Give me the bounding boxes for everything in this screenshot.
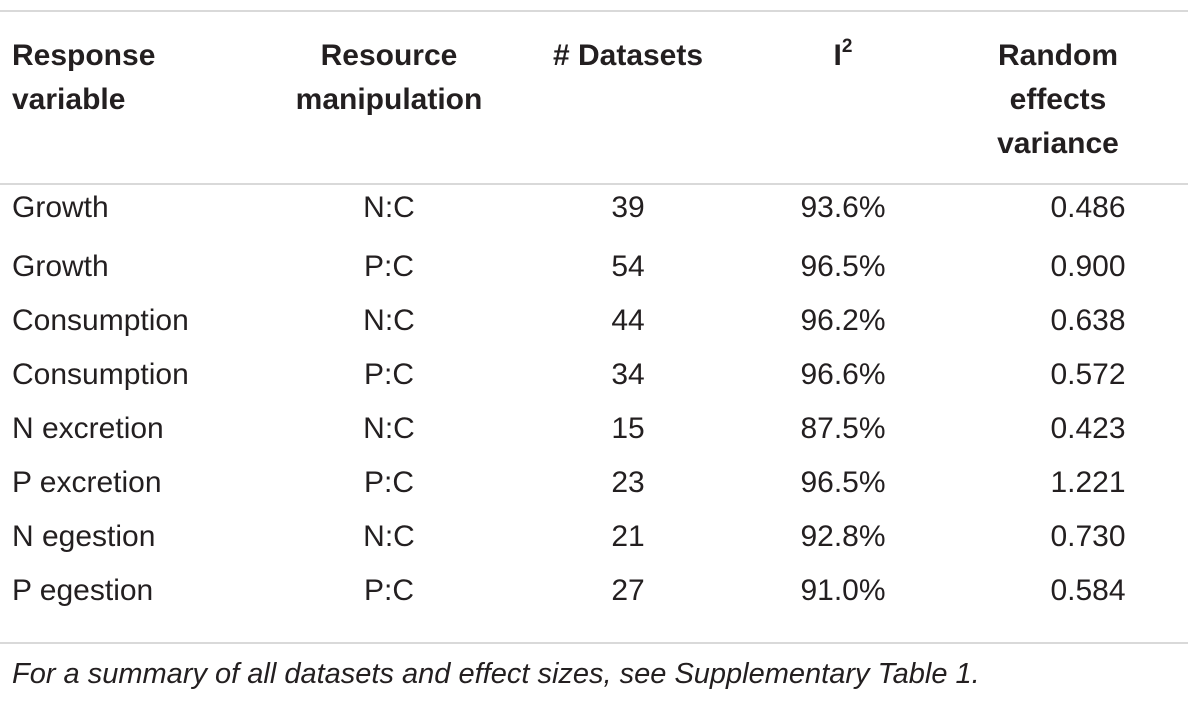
cell-datasets: 44 — [611, 304, 645, 337]
table-body: Growth N:C 39 93.6% 0.486 Growth P:C 54 96.5% 0.9… — [0, 166, 1188, 618]
cell-datasets: 27 — [611, 574, 645, 607]
bottom-rule — [0, 642, 1188, 644]
cell-random-effects-variance: 0.486 — [1050, 191, 1126, 224]
cell-resource-manipulation: N:C — [363, 191, 415, 224]
cell-resource-manipulation: P:C — [363, 466, 414, 499]
cell-i-squared: 96.2% — [800, 304, 886, 337]
results-table: Response variable Resource manipulation … — [0, 12, 1188, 618]
cell-resource-manipulation: N:C — [363, 304, 415, 337]
header-datasets: # Datasets — [552, 39, 704, 72]
cell-i-squared: 96.5% — [800, 466, 886, 499]
table-row: P egestion P:C 27 91.0% 0.584 — [0, 564, 1188, 618]
header-response-variable: Response variable — [12, 39, 156, 116]
table-row: N excretion N:C 15 87.5% 0.423 — [0, 402, 1188, 456]
cell-response-variable: Growth — [12, 191, 109, 224]
cell-random-effects-variance: 0.584 — [1050, 574, 1126, 607]
cell-i-squared: 87.5% — [800, 412, 886, 445]
cell-datasets: 15 — [611, 412, 645, 445]
table-row: P excretion P:C 23 96.5% 1.221 — [0, 456, 1188, 510]
cell-i-squared: 96.5% — [800, 250, 886, 283]
cell-response-variable: P excretion — [12, 466, 162, 499]
cell-response-variable: N egestion — [12, 520, 156, 553]
header-rule — [0, 183, 1188, 185]
cell-response-variable: N excretion — [12, 412, 164, 445]
table-row: N egestion N:C 21 92.8% 0.730 — [0, 510, 1188, 564]
cell-datasets: 21 — [611, 520, 645, 553]
cell-resource-manipulation: P:C — [363, 250, 414, 283]
header-row: Response variable Resource manipulation … — [0, 12, 1188, 166]
cell-datasets: 54 — [611, 250, 645, 283]
cell-resource-manipulation: P:C — [363, 574, 414, 607]
cell-i-squared: 92.8% — [800, 520, 886, 553]
cell-random-effects-variance: 0.423 — [1050, 412, 1126, 445]
cell-datasets: 23 — [611, 466, 645, 499]
table-row: Growth N:C 39 93.6% 0.486 — [0, 166, 1188, 240]
table-footnote: For a summary of all datasets and effect… — [12, 658, 980, 690]
cell-resource-manipulation: N:C — [363, 520, 415, 553]
cell-response-variable: Consumption — [12, 358, 189, 391]
cell-datasets: 39 — [611, 191, 645, 224]
header-i-squared: I2 — [833, 36, 853, 72]
cell-random-effects-variance: 0.572 — [1050, 358, 1126, 391]
cell-i-squared: 91.0% — [800, 574, 886, 607]
header-resource-manipulation: Resource manipulation — [295, 39, 483, 116]
cell-i-squared: 93.6% — [800, 191, 886, 224]
cell-response-variable: P egestion — [12, 574, 154, 607]
cell-resource-manipulation: N:C — [363, 412, 415, 445]
cell-random-effects-variance: 0.638 — [1050, 304, 1126, 337]
table-row: Growth P:C 54 96.5% 0.900 — [0, 240, 1188, 294]
cell-random-effects-variance: 0.730 — [1050, 520, 1126, 553]
cell-datasets: 34 — [611, 358, 645, 391]
header-random-effects-variance: Random effects variance — [997, 39, 1119, 160]
table-row: Consumption P:C 34 96.6% 0.572 — [0, 348, 1188, 402]
table-row: Consumption N:C 44 96.2% 0.638 — [0, 294, 1188, 348]
cell-random-effects-variance: 1.221 — [1050, 466, 1126, 499]
cell-i-squared: 96.6% — [800, 358, 886, 391]
cell-resource-manipulation: P:C — [363, 358, 414, 391]
cell-response-variable: Growth — [12, 250, 109, 283]
cell-random-effects-variance: 0.900 — [1050, 250, 1126, 283]
cell-response-variable: Consumption — [12, 304, 189, 337]
top-rule — [0, 10, 1188, 12]
